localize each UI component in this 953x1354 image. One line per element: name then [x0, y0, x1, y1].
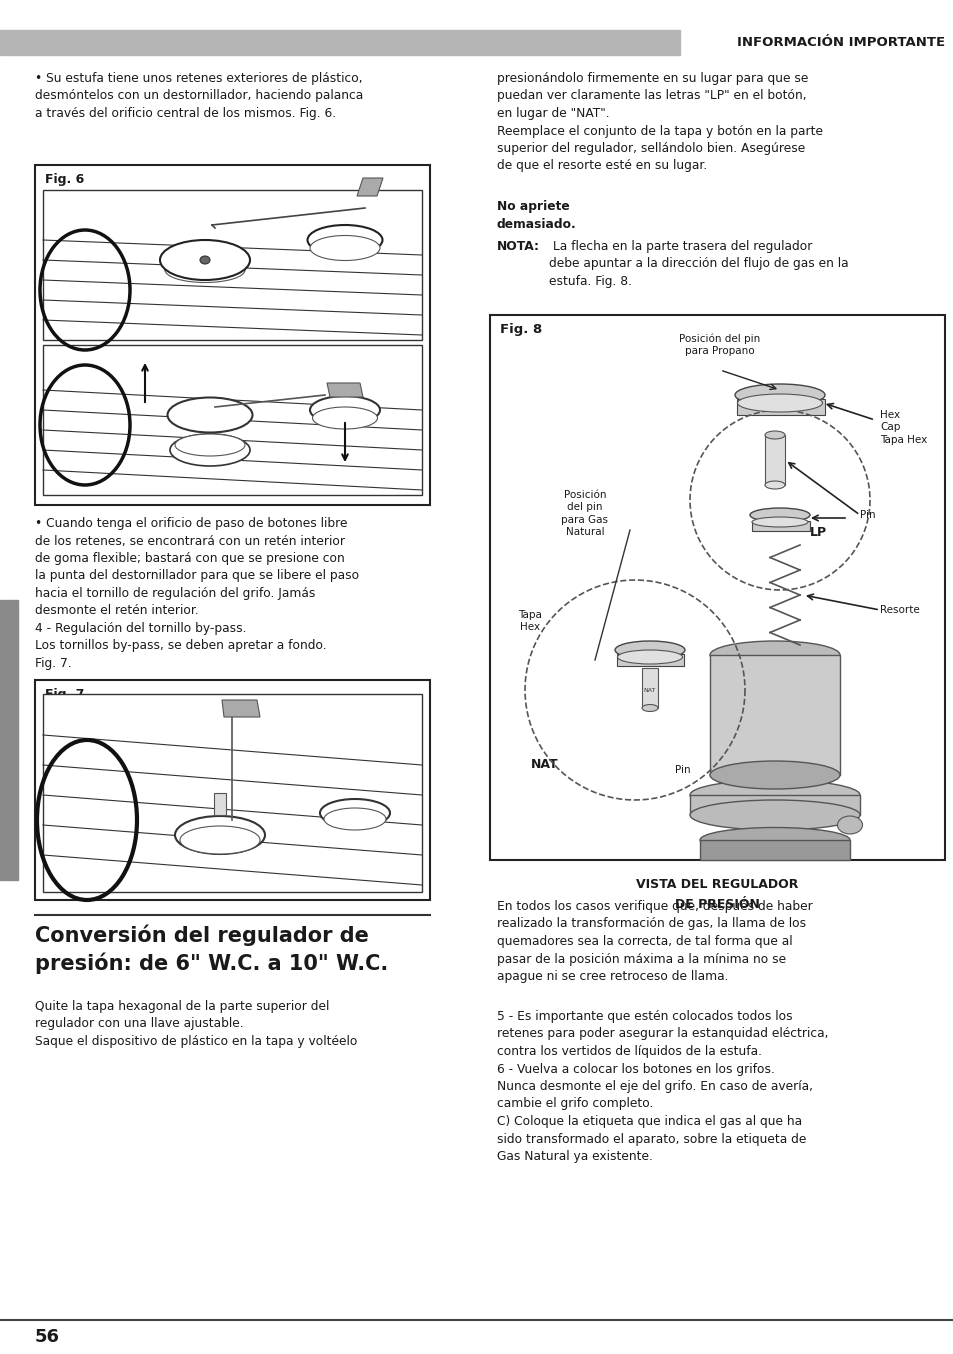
Ellipse shape [165, 257, 245, 283]
Ellipse shape [751, 517, 807, 527]
Bar [0, 600, 18, 880]
Ellipse shape [734, 385, 824, 406]
Ellipse shape [310, 236, 379, 260]
Polygon shape [222, 700, 260, 718]
Text: LP: LP [809, 527, 826, 539]
Text: VISTA DEL REGULADOR: VISTA DEL REGULADOR [635, 877, 798, 891]
Bar [490, 315, 944, 860]
Text: Resorte: Resorte [879, 605, 919, 615]
Ellipse shape [764, 481, 784, 489]
Bar [751, 521, 809, 531]
Ellipse shape [709, 761, 840, 789]
Ellipse shape [174, 816, 265, 854]
Text: Posición del pin
para Propano: Posición del pin para Propano [679, 333, 760, 356]
Text: • Cuando tenga el orificio de paso de botones libre
de los retenes, se encontrar: • Cuando tenga el orificio de paso de bo… [35, 517, 358, 670]
Text: Tapa
Hex: Tapa Hex [517, 611, 541, 632]
Ellipse shape [174, 435, 245, 456]
Text: No apriete
demasiado.: No apriete demasiado. [497, 200, 577, 230]
Ellipse shape [709, 640, 840, 669]
Ellipse shape [170, 435, 250, 466]
Bar [641, 668, 658, 708]
Ellipse shape [689, 800, 859, 830]
Text: Posición
del pin
para Gas
Natural: Posición del pin para Gas Natural [561, 490, 608, 538]
Text: INFORMACIÓN IMPORTANTE: INFORMACIÓN IMPORTANTE [736, 37, 944, 50]
Text: NAT: NAT [531, 758, 558, 772]
Ellipse shape [737, 394, 821, 412]
Text: presión: de 6" W.C. a 10" W.C.: presión: de 6" W.C. a 10" W.C. [35, 953, 388, 975]
Ellipse shape [180, 826, 260, 854]
Bar [43, 190, 421, 340]
Bar [709, 655, 840, 774]
Text: Hex
Cap
Tapa Hex: Hex Cap Tapa Hex [879, 410, 926, 445]
Ellipse shape [617, 650, 681, 663]
Text: Fig. 6: Fig. 6 [45, 173, 84, 185]
Bar [43, 345, 421, 496]
Bar [35, 165, 430, 505]
Text: En todos los casos verifique que, después de haber
realizado la transformación d: En todos los casos verifique que, despué… [497, 900, 812, 983]
Bar [43, 695, 421, 892]
Text: Conversión del regulador de: Conversión del regulador de [35, 925, 369, 946]
Ellipse shape [764, 431, 784, 439]
Bar [689, 795, 859, 815]
Ellipse shape [319, 799, 390, 827]
Ellipse shape [749, 508, 809, 523]
Text: NOTA:: NOTA: [497, 240, 539, 253]
Ellipse shape [700, 827, 849, 853]
Bar [213, 793, 226, 815]
Ellipse shape [641, 704, 658, 711]
Text: Fig. 7: Fig. 7 [45, 688, 84, 701]
Bar [205, 405, 214, 425]
Ellipse shape [200, 256, 210, 264]
Text: La flecha en la parte trasera del regulador
debe apuntar a la dirección del fluj: La flecha en la parte trasera del regula… [548, 240, 848, 288]
Ellipse shape [689, 780, 859, 810]
Bar [35, 680, 430, 900]
Ellipse shape [313, 408, 377, 429]
Text: • Su estufa tiene unos retenes exteriores de plástico,
desmóntelos con un destor: • Su estufa tiene unos retenes exteriore… [35, 72, 363, 121]
Ellipse shape [307, 225, 382, 255]
Ellipse shape [168, 398, 253, 432]
Polygon shape [356, 177, 382, 196]
Ellipse shape [160, 240, 250, 280]
Bar [737, 399, 824, 414]
Text: NAT: NAT [643, 688, 656, 692]
Text: DE PRESIÓN: DE PRESIÓN [674, 898, 759, 911]
Bar [0, 30, 679, 56]
Bar [617, 654, 683, 666]
Ellipse shape [310, 395, 379, 424]
Text: Pin: Pin [675, 765, 690, 774]
Text: 56: 56 [35, 1328, 60, 1346]
Text: Pin: Pin [859, 510, 875, 520]
Text: Quite la tapa hexagonal de la parte superior del
regulador con una llave ajustab: Quite la tapa hexagonal de la parte supe… [35, 1001, 357, 1048]
Text: Fig. 8: Fig. 8 [499, 324, 541, 336]
Ellipse shape [615, 640, 684, 659]
Text: presionándolo firmemente en su lugar para que se
puedan ver claramente las letra: presionándolo firmemente en su lugar par… [497, 72, 822, 172]
Ellipse shape [837, 816, 862, 834]
Bar [700, 839, 849, 860]
Polygon shape [327, 383, 363, 397]
Text: 5 - Es importante que estén colocados todos los
retenes para poder asegurar la e: 5 - Es importante que estén colocados to… [497, 1010, 827, 1163]
Bar [764, 435, 784, 485]
Ellipse shape [324, 808, 386, 830]
